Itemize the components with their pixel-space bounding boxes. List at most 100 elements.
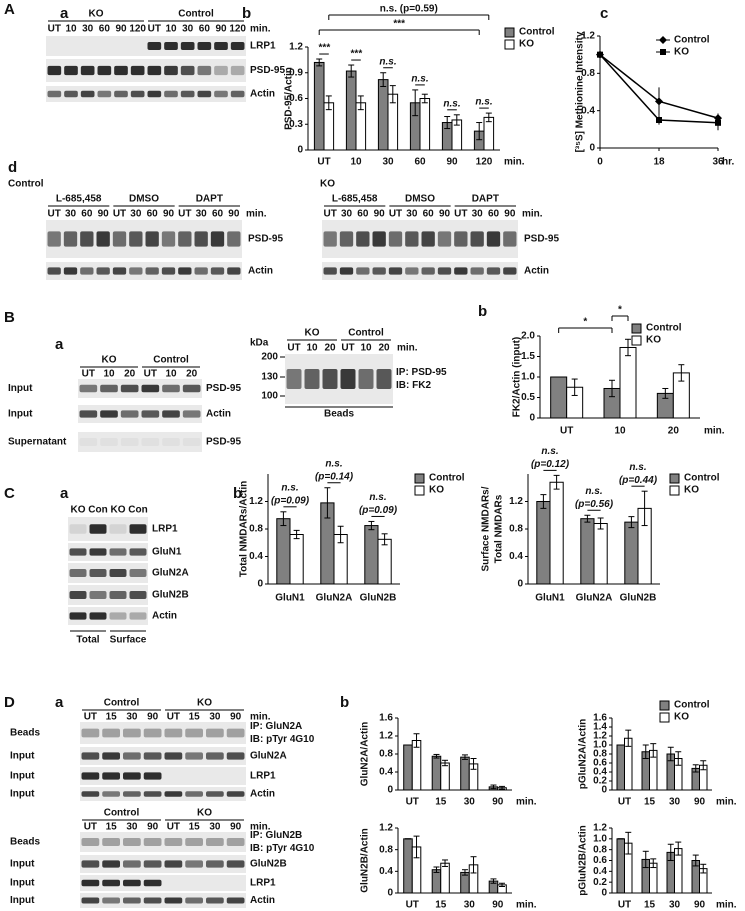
blot-band xyxy=(185,791,203,797)
blot-band xyxy=(227,267,241,275)
panel-letter: b xyxy=(242,5,251,22)
blot-band xyxy=(340,369,356,389)
blot-band xyxy=(143,897,162,904)
x-tick-label: GluN2B xyxy=(620,593,657,604)
blot-band xyxy=(141,438,160,446)
band-label: IP: PSD-95 xyxy=(396,367,447,378)
blot-strip xyxy=(285,354,393,404)
lane-label: 90 xyxy=(163,209,175,220)
bar xyxy=(616,744,625,791)
blot-band xyxy=(81,838,100,846)
x-tick-label: 90 xyxy=(446,157,458,168)
annotation: (p=0.14) xyxy=(315,471,354,482)
lane-label: 30 xyxy=(82,24,94,35)
band-label: Actin xyxy=(250,789,275,800)
blot-band xyxy=(503,267,517,275)
group-label: L-685,458 xyxy=(56,194,102,205)
x-tick-label: GluN2B xyxy=(360,593,397,604)
blot-band xyxy=(81,728,100,738)
blot-band xyxy=(454,267,468,275)
lane-label: 60 xyxy=(423,209,435,220)
blot-band xyxy=(161,231,176,247)
lane-label: 10 xyxy=(103,369,115,380)
blot-band xyxy=(102,728,120,738)
blot-band xyxy=(210,231,225,247)
blot-band xyxy=(164,42,178,50)
comparison-label: * xyxy=(618,305,622,316)
bar xyxy=(403,838,413,894)
unit-label: min. xyxy=(397,343,418,354)
x-tick-label: GluN2A xyxy=(576,593,613,604)
row-label: Input xyxy=(10,878,35,889)
comparison-label: n.s. (p=0.59) xyxy=(380,4,438,15)
blot-band xyxy=(80,231,94,247)
lane-label: UT xyxy=(84,712,97,723)
blot-band xyxy=(143,791,162,797)
blot-band xyxy=(230,42,245,50)
blot-band xyxy=(421,231,435,247)
band-label: GluN2A xyxy=(250,751,287,762)
y-tick-label: 1.2 xyxy=(593,823,607,834)
y-tick-label: 0.9 xyxy=(289,67,303,78)
x-tick-label: 30 xyxy=(669,797,681,808)
y-tick-label: 0.6 xyxy=(593,855,607,866)
x-tick-label: 36 xyxy=(712,157,724,168)
blot-band xyxy=(454,231,468,247)
blot-band xyxy=(79,438,98,446)
legend-swatch xyxy=(631,335,642,346)
y-tick-label: 1.6 xyxy=(379,713,393,724)
bar xyxy=(580,518,595,585)
blot-band xyxy=(89,548,107,556)
y-axis-label: [³⁵S] Methionine Intensity xyxy=(575,31,586,152)
y-tick-label: 0 xyxy=(257,579,263,590)
lane-label: 10 xyxy=(65,24,77,35)
blot-strip xyxy=(322,220,518,258)
blot-band xyxy=(147,42,162,50)
blot-band xyxy=(194,267,208,275)
blot-band xyxy=(81,879,100,887)
blot-band xyxy=(226,838,245,846)
lane-label: 30 xyxy=(341,209,353,220)
group-label: KO xyxy=(102,355,117,366)
y-tick-label: 0.4 xyxy=(509,551,523,562)
lane-label: UT xyxy=(167,822,180,833)
y-tick-label: 1.0 xyxy=(593,740,607,751)
group-label: DMSO xyxy=(129,194,159,205)
blot-band xyxy=(304,369,320,389)
y-axis-label: Total NMDARs/Actin xyxy=(239,481,250,577)
blot-band xyxy=(109,548,127,556)
lane-label: 15 xyxy=(106,822,118,833)
blot-band xyxy=(120,438,139,446)
band-label: PSD-95 xyxy=(250,65,285,76)
blot-band xyxy=(180,42,195,50)
blot-band xyxy=(47,65,62,76)
blot-strip xyxy=(78,405,202,423)
band-label: Actin xyxy=(250,89,275,100)
lane-label: UT xyxy=(323,209,336,220)
band-label: IB: FK2 xyxy=(396,380,431,391)
panel-letter: b xyxy=(233,485,242,502)
group-label: KO xyxy=(197,698,212,709)
annotation: n.s. xyxy=(281,482,298,493)
blot-band xyxy=(214,42,228,50)
blot-band xyxy=(89,591,107,599)
y-tick-label: 0.2 xyxy=(593,776,607,787)
blot-strip xyxy=(80,767,246,785)
y-tick-label: 0.4 xyxy=(249,551,263,562)
lane-label: UT xyxy=(82,369,95,380)
lane-label: 15 xyxy=(189,712,201,723)
blot-band xyxy=(372,231,386,247)
blot-band xyxy=(214,65,228,76)
panel-letter: a xyxy=(60,485,69,502)
y-tick-label: 0.4 xyxy=(379,767,393,778)
lane-label: 90 xyxy=(230,822,242,833)
bar xyxy=(483,116,495,151)
x-unit-label: min. xyxy=(716,900,737,911)
lane-label: 120 xyxy=(229,24,246,35)
blot-band xyxy=(164,860,183,868)
lane-label: UT xyxy=(113,209,126,220)
panel-letter: A xyxy=(4,1,15,18)
blot-band xyxy=(206,897,224,904)
y-tick-label: 1.4 xyxy=(593,722,607,733)
blot-band xyxy=(120,384,139,393)
